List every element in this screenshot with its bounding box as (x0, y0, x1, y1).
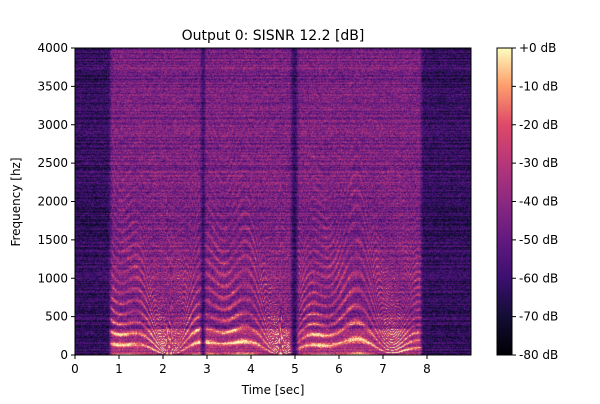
x-axis-label: Time [sec] (241, 383, 305, 397)
y-tick-label: 1500 (37, 233, 68, 247)
x-axis: 0 1 2 3 4 5 6 7 8 (71, 355, 431, 376)
y-tick-label: 3500 (37, 79, 68, 93)
colorbar-tick-label: -50 dB (519, 233, 558, 247)
y-tick-label: 3000 (37, 118, 68, 132)
x-tick-label: 0 (71, 362, 79, 376)
colorbar-tick-label: -80 dB (519, 348, 558, 362)
x-tick-label: 5 (291, 362, 299, 376)
x-tick-label: 4 (247, 362, 255, 376)
x-tick-label: 7 (379, 362, 387, 376)
x-tick-label: 3 (203, 362, 211, 376)
colorbar-tick-label: +0 dB (519, 41, 556, 55)
y-tick-label: 1000 (37, 271, 68, 285)
colorbar-tick-label: -20 dB (519, 118, 558, 132)
colorbar-tick-label: -60 dB (519, 271, 558, 285)
y-tick-label: 4000 (37, 41, 68, 55)
y-tick-label: 2000 (37, 195, 68, 209)
x-tick-label: 8 (423, 362, 431, 376)
x-tick-label: 6 (335, 362, 343, 376)
colorbar-ticks: +0 dB -10 dB -20 dB -30 dB -40 dB -50 dB -60 d… (512, 41, 558, 362)
colorbar: +0 dB -10 dB -20 dB -30 dB -40 dB -50 dB -60 d… (496, 41, 558, 362)
colorbar-tick-label: -30 dB (519, 156, 558, 170)
y-tick-label: 0 (60, 348, 68, 362)
y-tick-label: 500 (45, 310, 68, 324)
chart-title: Output 0: SISNR 12.2 [dB] (182, 28, 365, 44)
colorbar-tick-label: -40 dB (519, 195, 558, 209)
y-tick-label: 2500 (37, 156, 68, 170)
colorbar-tick-label: -70 dB (519, 310, 558, 324)
colorbar-gradient (496, 47, 513, 356)
y-axis-label: Frequency [hz] (9, 157, 23, 246)
colorbar-tick-label: -10 dB (519, 79, 558, 93)
y-axis: 0 500 1000 1500 2000 2500 3000 3500 4000 (37, 41, 75, 362)
x-tick-label: 1 (115, 362, 123, 376)
plot-area (74, 47, 472, 356)
spectrogram-image (75, 48, 471, 355)
x-tick-label: 2 (159, 362, 167, 376)
